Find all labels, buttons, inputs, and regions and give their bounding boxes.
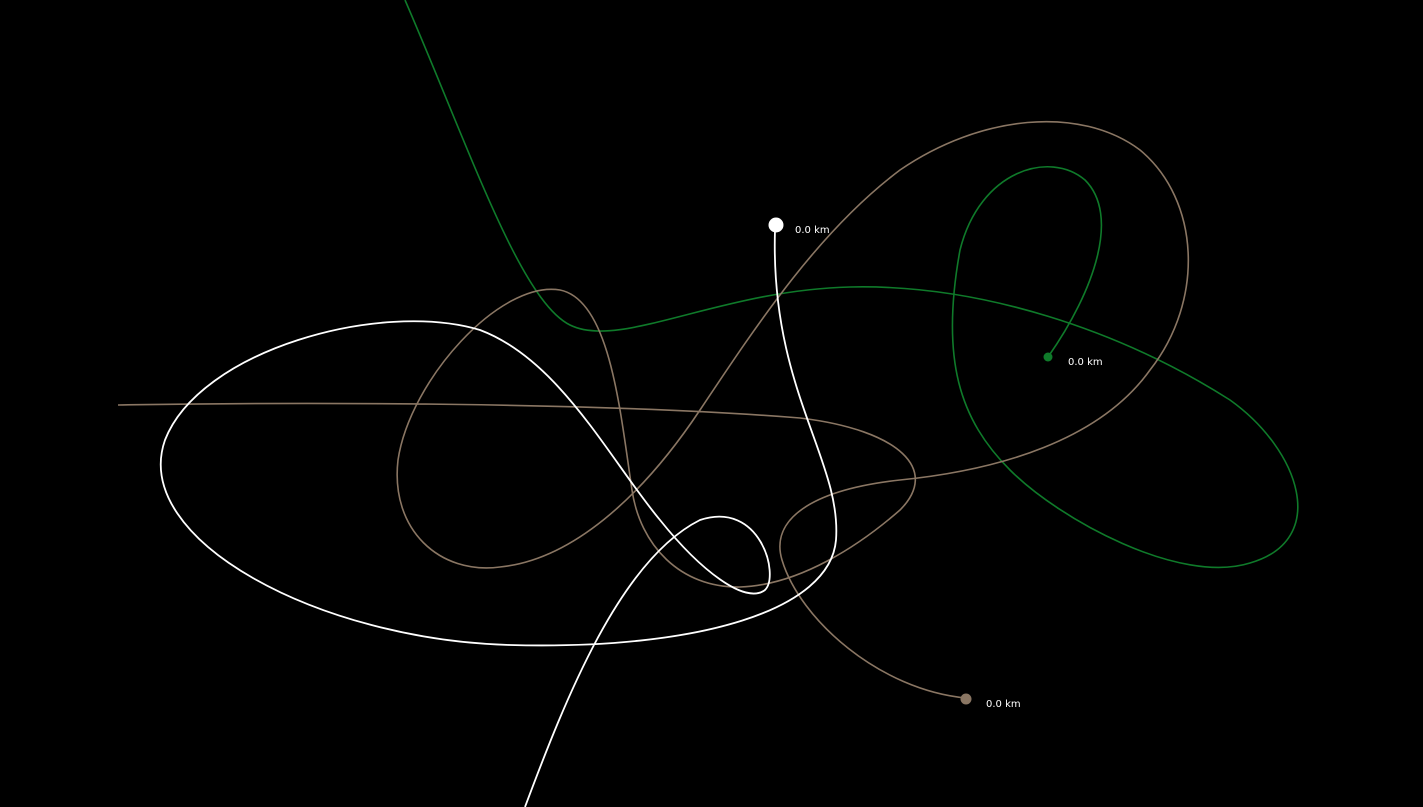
white-body-marker[interactable] <box>768 217 784 233</box>
green-body-trail <box>404 0 1299 569</box>
brown-body-trail <box>117 120 1190 699</box>
green-body-distance-label: 0.0 km <box>1068 357 1103 368</box>
brown-body-distance-label: 0.0 km <box>986 699 1021 710</box>
white-body-distance-label: 0.0 km <box>795 225 830 236</box>
white-body-trail <box>159 229 838 807</box>
brown-body-marker[interactable] <box>960 693 972 705</box>
green-body-marker[interactable] <box>1043 352 1053 362</box>
